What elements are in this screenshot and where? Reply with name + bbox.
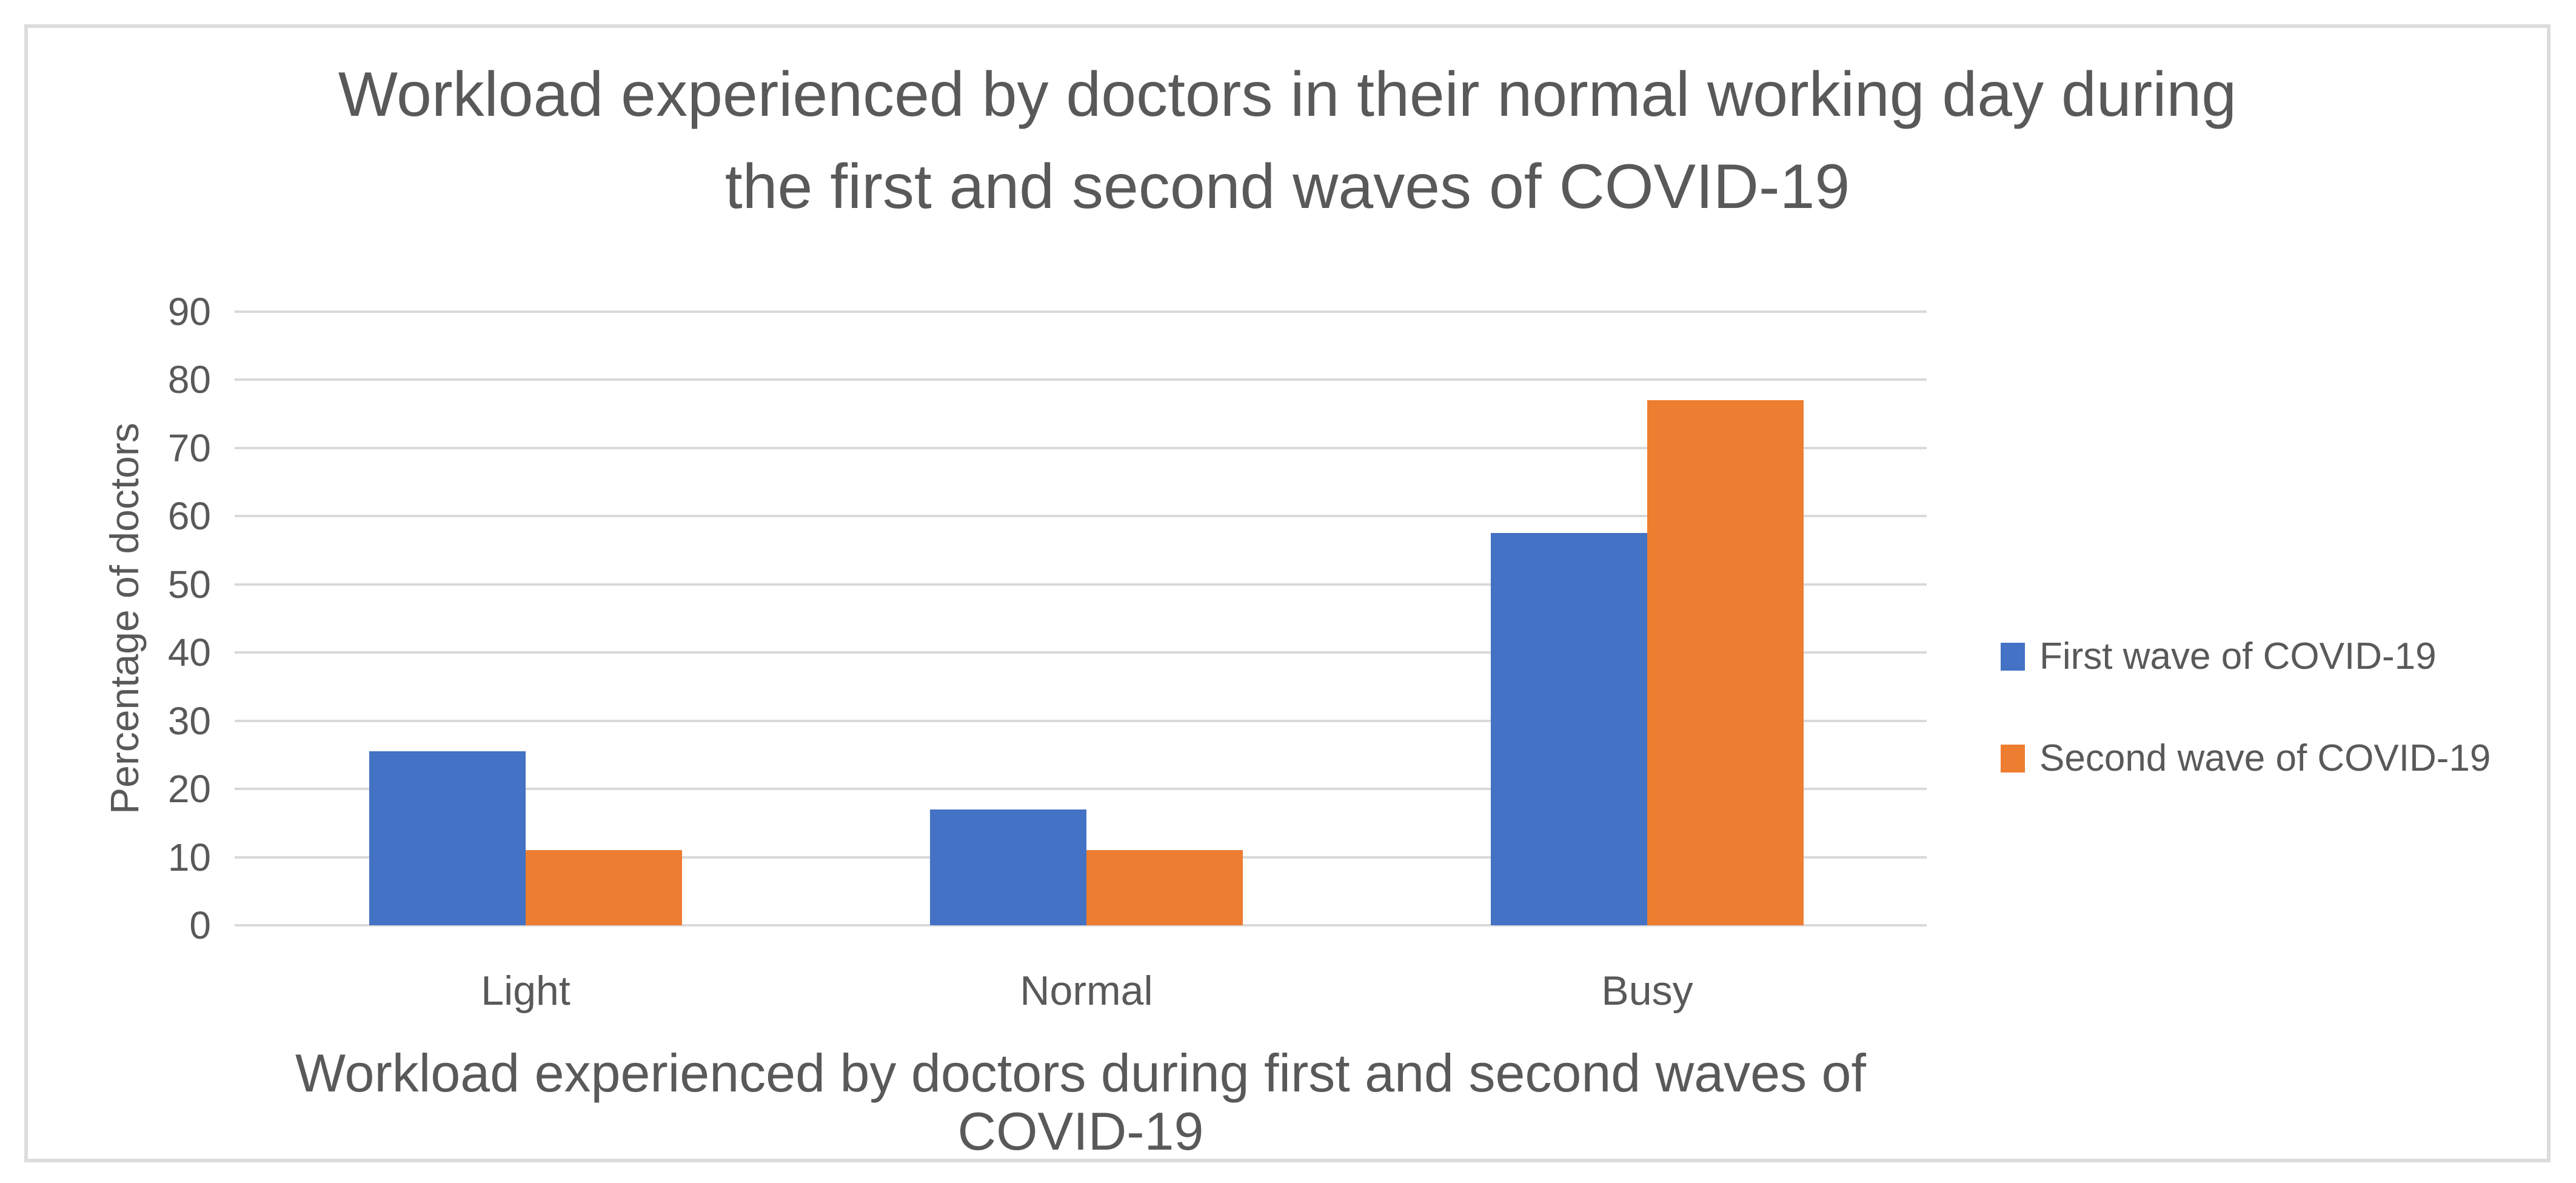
- legend-label: First wave of COVID-19: [2039, 635, 2437, 677]
- legend-label: Second wave of COVID-19: [2039, 737, 2491, 779]
- y-tick-label-10: 10: [167, 835, 211, 879]
- chart-title: Workload experienced by doctors in their…: [25, 49, 2549, 233]
- gridline-y-80: [235, 378, 1927, 381]
- chart-title-line-1: Workload experienced by doctors in their…: [338, 59, 2237, 130]
- legend-item-1: First wave of COVID-19: [2001, 635, 2437, 678]
- x-category-label-busy: Busy: [1601, 968, 1693, 1014]
- legend-item-2: Second wave of COVID-19: [2001, 737, 2491, 780]
- gridline-y-70: [235, 446, 1927, 449]
- bar-light-series-2: [526, 850, 682, 925]
- y-tick-label-40: 40: [167, 631, 211, 675]
- gridline-y-60: [235, 515, 1927, 518]
- gridline-y-20: [235, 788, 1927, 791]
- gridline-y-90: [235, 310, 1927, 313]
- y-tick-label-60: 60: [167, 494, 211, 538]
- legend-swatch-icon: [2001, 745, 2025, 772]
- gridline-y-50: [235, 583, 1927, 586]
- bar-busy-series-1: [1491, 533, 1647, 925]
- chart-title-line-2: the first and second waves of COVID-19: [724, 152, 1850, 222]
- y-tick-label-30: 30: [167, 699, 211, 743]
- y-tick-label-70: 70: [167, 426, 211, 470]
- gridline-y-30: [235, 719, 1927, 722]
- chart-frame: [24, 24, 2551, 1162]
- x-category-label-light: Light: [481, 968, 570, 1014]
- y-tick-label-50: 50: [167, 562, 211, 606]
- bar-normal-series-1: [930, 809, 1086, 925]
- legend-swatch-icon: [2001, 643, 2025, 671]
- gridline-y-40: [235, 651, 1927, 654]
- y-tick-label-0: 0: [189, 903, 211, 947]
- x-category-label-normal: Normal: [1020, 968, 1153, 1014]
- bar-light-series-1: [369, 751, 526, 925]
- y-tick-label-80: 80: [167, 358, 211, 402]
- y-tick-label-20: 20: [167, 767, 211, 811]
- bar-busy-series-2: [1647, 400, 1804, 925]
- y-tick-label-90: 90: [167, 290, 211, 333]
- bar-normal-series-2: [1086, 850, 1243, 925]
- gridline-y-0: [235, 924, 1927, 927]
- x-axis-title: Workload experienced by doctors during f…: [295, 1043, 1866, 1161]
